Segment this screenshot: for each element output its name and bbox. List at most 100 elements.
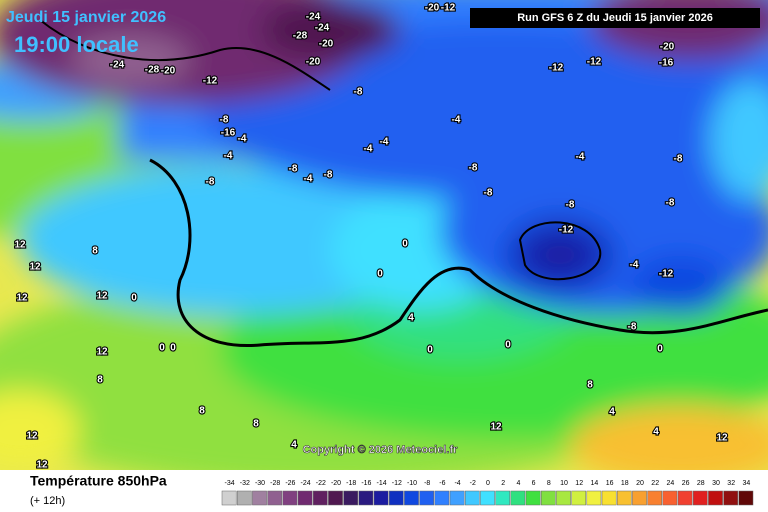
scale-swatch (616, 490, 632, 506)
scale-swatch (297, 490, 313, 506)
scale-swatch (312, 490, 328, 506)
scale-label: -26 (285, 480, 295, 487)
temperature-label: -16 (221, 128, 236, 139)
temperature-label: 12 (14, 240, 26, 251)
scale-label: 20 (636, 480, 644, 487)
scale-label: -16 (361, 480, 371, 487)
temperature-field: -24-28-24-20-24 -28 -20-12-20-8-8-16-4-4-8… (0, 0, 768, 471)
temperature-label: -12 (659, 269, 674, 280)
scale-swatch (449, 490, 465, 506)
temperature-label: -4 (630, 260, 639, 271)
scale-label: 32 (727, 480, 735, 487)
temperature-label: -8 (220, 115, 229, 126)
scale-label: 4 (516, 480, 520, 487)
temperature-label: 0 (377, 269, 383, 280)
scale-label: 24 (667, 480, 675, 487)
time: 19:00 locale (14, 32, 139, 57)
scale-swatch (282, 490, 298, 506)
temperature-label: -12 (559, 225, 574, 236)
temperature-label: 0 (159, 343, 165, 354)
scale-swatch (677, 490, 693, 506)
scale-label: 16 (606, 480, 614, 487)
scale-label: 18 (621, 480, 629, 487)
temperature-label: 12 (29, 262, 41, 273)
scale-label: 28 (697, 480, 705, 487)
temperature-label: -8 (674, 154, 683, 165)
temperature-label: 0 (170, 343, 176, 354)
scale-swatch (221, 490, 237, 506)
temperature-label: -12 (587, 57, 602, 68)
scale-swatch (464, 490, 480, 506)
run-info: Run GFS 6 Z du Jeudi 15 janvier 2026 (517, 12, 713, 24)
scale-swatch (601, 490, 617, 506)
scale-swatch (358, 490, 374, 506)
scale-swatch (404, 490, 419, 506)
temperature-label: -12 (203, 76, 218, 87)
temperature-label: -4 (576, 152, 585, 163)
scale-label: 12 (575, 480, 583, 487)
scale-label: -24 (301, 480, 311, 487)
scale-swatch (252, 490, 267, 506)
temperature-label: 0 (402, 239, 408, 250)
temperature-label: 12 (490, 422, 502, 433)
scale-label: -2 (470, 480, 476, 487)
scale-label: -4 (454, 480, 460, 487)
scale-label: -12 (392, 480, 402, 487)
temperature-label: 12 (36, 460, 48, 471)
temperature-label: -8 (289, 164, 298, 175)
temperature-label: -8 (206, 177, 215, 188)
scale-swatch (632, 490, 647, 506)
scale-label: 14 (591, 480, 599, 487)
scale-swatch (388, 490, 404, 506)
temperature-label: -8 (566, 200, 575, 211)
temperature-label: 4 (291, 440, 297, 451)
scale-label: -10 (407, 480, 417, 487)
footer-lead: (+ 12h) (30, 495, 65, 507)
temperature-label: -4 (452, 115, 461, 126)
scale-swatch (495, 490, 511, 506)
temperature-label: -20 (660, 42, 675, 53)
isotherm (39, 19, 331, 91)
scale-label: 8 (547, 480, 551, 487)
scale-label: -30 (255, 480, 265, 487)
temperature-label: 0 (131, 293, 137, 304)
scale-label: 10 (560, 480, 568, 487)
temperature-label: 8 (92, 246, 98, 257)
temperature-label: -24 (306, 12, 321, 23)
scale-swatch (738, 490, 754, 506)
scale-label: -28 (270, 480, 280, 487)
scale-swatch (586, 490, 602, 506)
temperature-label: 4 (609, 407, 615, 418)
scale-label: -22 (316, 480, 326, 487)
temperature-label: 12 (26, 431, 38, 442)
scale-swatch (510, 490, 526, 506)
temperature-label: -28 (145, 65, 160, 76)
date: Jeudi 15 janvier 2026 (6, 9, 166, 26)
temperature-label: -12 (549, 63, 564, 74)
temperature-label: 12 (16, 293, 28, 304)
temperature-label: -8 (324, 170, 333, 181)
scale-swatch (540, 490, 556, 506)
temperature-label: -8 (666, 198, 675, 209)
scale-swatch (571, 490, 587, 506)
temperature-label: -20 (306, 57, 321, 68)
temperature-label: -8 (469, 163, 478, 174)
temperature-label: 12 (96, 291, 108, 302)
temperature-label: -4 (364, 144, 373, 155)
scale-swatch (556, 490, 571, 506)
temperature-label: -20 (161, 66, 176, 77)
temperature-label: -12 (441, 3, 456, 14)
scale-label: -8 (424, 480, 430, 487)
scale-swatch (328, 490, 343, 506)
scale-label: 22 (651, 480, 659, 487)
zero-isotherm (149, 158, 768, 348)
scale-swatch (434, 490, 450, 506)
temperature-label: 0 (427, 345, 433, 356)
temperature-label: 8 (587, 380, 593, 391)
scale-swatch (647, 490, 663, 506)
map-labels: -24-28-24-20-24 -28 -20-12-20-8-8-16-4-4-8… (13, 2, 729, 471)
color-scale: -34 -32 -30 -28 -26 -24 -22 -20 -18 -16 -14 -12 -10-… (221, 480, 754, 506)
scale-swatch (236, 490, 252, 506)
